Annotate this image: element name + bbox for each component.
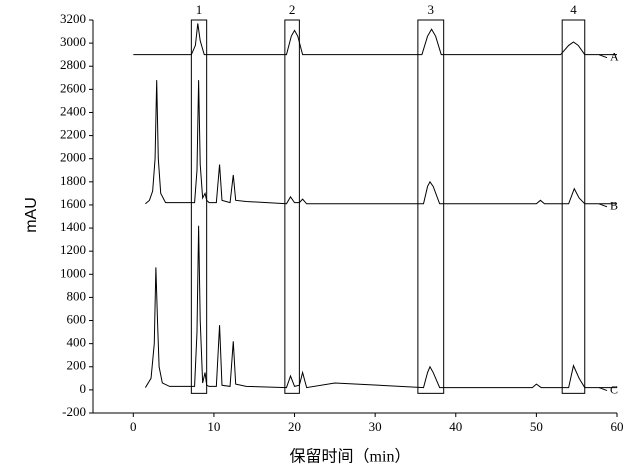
trace-label: B [610,199,618,213]
y-tick-label: -200 [62,404,86,419]
y-tick-label: 1000 [60,265,86,280]
y-tick-label: 0 [80,381,87,396]
trace [133,23,617,56]
trace [145,80,617,205]
x-tick-label: 60 [611,419,624,434]
box-label: 1 [196,2,203,17]
peak-box [561,19,586,394]
y-tick-label: 1200 [60,242,86,257]
y-tick-label: 1400 [60,219,86,234]
trace-label: C [610,382,618,396]
y-tick-label: 400 [67,335,87,350]
trace [144,225,617,389]
x-axis-title: 保留时间（min） [290,448,411,466]
y-tick-label: 1800 [60,173,86,188]
box-label: 3 [428,2,435,17]
peak-box [284,19,300,394]
trace-label-leader [598,387,608,392]
x-tick-label: 20 [288,419,301,434]
trace-label-leader [598,54,608,59]
y-tick-label: 2600 [60,80,86,95]
trace-label: A [610,49,619,63]
peak-box [190,19,208,394]
y-tick-label: 1600 [60,196,86,211]
y-tick-label: 2800 [60,57,86,72]
x-tick-label: 0 [130,419,137,434]
y-tick-label: 600 [67,312,87,327]
y-tick-label: 2200 [60,127,86,142]
y-tick-label: 3200 [60,11,86,26]
x-tick-label: 30 [369,419,382,434]
x-tick-label: 40 [449,419,462,434]
y-tick-label: 800 [67,288,87,303]
y-tick-label: 3000 [60,34,86,49]
x-tick-label: 10 [207,419,220,434]
y-tick-label: 2400 [60,103,86,118]
trace-label-leader [598,203,608,208]
y-axis-title: mAU [23,197,40,233]
y-tick-label: 200 [67,358,87,373]
y-tick-label: 2000 [60,150,86,165]
x-tick-label: 50 [530,419,543,434]
peak-box [417,19,445,394]
box-label: 4 [570,2,577,17]
box-label: 2 [289,2,296,17]
